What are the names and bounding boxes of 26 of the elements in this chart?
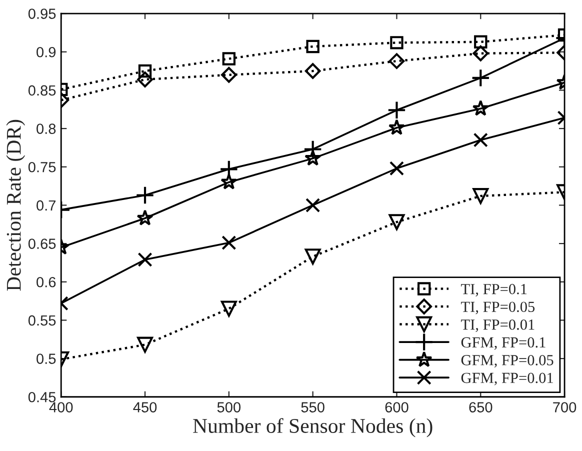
x-tick-label: 500: [217, 402, 241, 412]
y-tick-label: 0.45: [28, 392, 56, 402]
legend-label: TI, FP=0.01: [461, 319, 534, 332]
x-tick-label: 650: [469, 402, 492, 412]
y-tick-label: 0.85: [28, 85, 56, 96]
y-tick-label: 0.75: [28, 162, 56, 172]
x-tick-label: 550: [301, 402, 324, 412]
x-tick-label: 600: [385, 402, 408, 412]
y-tick-label: 0.8: [36, 124, 56, 134]
x-axis-title: Number of Sensor Nodes (n): [193, 418, 432, 438]
legend-label: GFM, FP=0.01: [461, 372, 553, 386]
y-tick-label: 0.55: [28, 315, 56, 326]
y-tick-label: 0.6: [36, 276, 56, 288]
y-axis-title: Detection Rate (DR): [6, 120, 26, 291]
legend-label: TI, FP=0.1: [461, 284, 527, 296]
x-tick-label: 400: [49, 402, 73, 412]
y-tick-label: 0.65: [28, 238, 56, 249]
legend-label: GFM, FP=0.05: [461, 355, 554, 368]
y-tick-label: 0.5: [36, 354, 56, 364]
legend-label: TI, FP=0.05: [461, 302, 535, 314]
y-tick-label: 0.7: [36, 200, 56, 211]
y-tick-label: 0.95: [28, 8, 56, 19]
x-tick-label: 450: [133, 402, 157, 412]
x-tick-label: 700: [553, 402, 576, 412]
legend-label: GFM, FP=0.1: [461, 337, 546, 350]
y-tick-label: 0.9: [36, 46, 56, 58]
